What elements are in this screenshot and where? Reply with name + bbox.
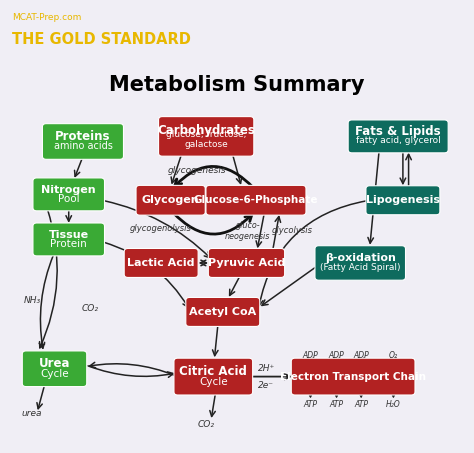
Text: Pyruvic Acid: Pyruvic Acid — [208, 258, 285, 268]
Text: glycogenolysis: glycogenolysis — [130, 224, 192, 233]
Text: 2e⁻: 2e⁻ — [258, 381, 274, 390]
Text: Glycogen: Glycogen — [142, 195, 200, 205]
Text: Metabolism Summary: Metabolism Summary — [109, 75, 365, 95]
Text: CO₂: CO₂ — [198, 420, 215, 429]
Text: Protein: Protein — [50, 239, 87, 249]
FancyBboxPatch shape — [366, 186, 440, 215]
Text: Lactic Acid: Lactic Acid — [128, 258, 195, 268]
Text: Carbohydrates: Carbohydrates — [157, 124, 255, 137]
Text: Tissue: Tissue — [49, 230, 89, 240]
Text: ATP: ATP — [329, 400, 344, 410]
FancyBboxPatch shape — [209, 248, 284, 277]
Text: Electron Transport Chain: Electron Transport Chain — [280, 371, 426, 381]
FancyBboxPatch shape — [42, 124, 123, 159]
Text: Lipogenesis: Lipogenesis — [366, 195, 440, 205]
Text: MCAT-Prep.com: MCAT-Prep.com — [12, 14, 81, 23]
Text: Pool: Pool — [58, 194, 80, 204]
Text: Glucose-6-Phosphate: Glucose-6-Phosphate — [194, 195, 318, 205]
Text: glycogenesis: glycogenesis — [167, 166, 226, 174]
FancyBboxPatch shape — [124, 248, 198, 277]
Text: H₂O: H₂O — [386, 400, 401, 410]
Text: Nitrogen: Nitrogen — [41, 184, 96, 195]
Text: (Fatty Acid Spiral): (Fatty Acid Spiral) — [320, 263, 401, 272]
FancyBboxPatch shape — [291, 358, 415, 395]
FancyBboxPatch shape — [206, 185, 306, 215]
FancyBboxPatch shape — [158, 116, 254, 156]
Text: ATP: ATP — [303, 400, 318, 410]
Text: glucose, fructose,
galactose: glucose, fructose, galactose — [166, 130, 246, 149]
Text: ADP: ADP — [353, 352, 369, 360]
Text: Cycle: Cycle — [199, 376, 228, 386]
Text: Urea: Urea — [39, 357, 70, 370]
Text: Proteins: Proteins — [55, 130, 111, 143]
FancyBboxPatch shape — [22, 351, 87, 386]
Text: glycolysis: glycolysis — [272, 226, 312, 235]
Text: Citric Acid: Citric Acid — [179, 365, 247, 378]
Text: amino acids: amino acids — [54, 141, 112, 151]
FancyBboxPatch shape — [33, 223, 104, 256]
Text: O₂: O₂ — [389, 352, 398, 360]
FancyBboxPatch shape — [33, 178, 104, 211]
Text: fatty acid, glycerol: fatty acid, glycerol — [356, 136, 440, 145]
Text: Acetyl CoA: Acetyl CoA — [189, 307, 256, 317]
Text: 2H⁺: 2H⁺ — [258, 364, 275, 373]
FancyBboxPatch shape — [174, 358, 253, 395]
Text: Fats & Lipids: Fats & Lipids — [356, 125, 441, 138]
FancyBboxPatch shape — [186, 298, 260, 327]
Text: THE GOLD STANDARD: THE GOLD STANDARD — [12, 32, 191, 47]
Text: ADP: ADP — [328, 352, 345, 360]
Text: urea: urea — [22, 410, 43, 418]
FancyBboxPatch shape — [136, 185, 205, 215]
Text: β-oxidation: β-oxidation — [325, 253, 396, 263]
Text: gluco-
neogenesis: gluco- neogenesis — [225, 221, 271, 241]
Text: Cycle: Cycle — [40, 368, 69, 379]
Text: ATP: ATP — [354, 400, 368, 410]
FancyBboxPatch shape — [348, 120, 448, 153]
Text: CO₂: CO₂ — [82, 304, 99, 313]
Text: ADP: ADP — [302, 352, 319, 360]
Text: NH₃: NH₃ — [24, 296, 41, 305]
FancyBboxPatch shape — [315, 246, 405, 280]
